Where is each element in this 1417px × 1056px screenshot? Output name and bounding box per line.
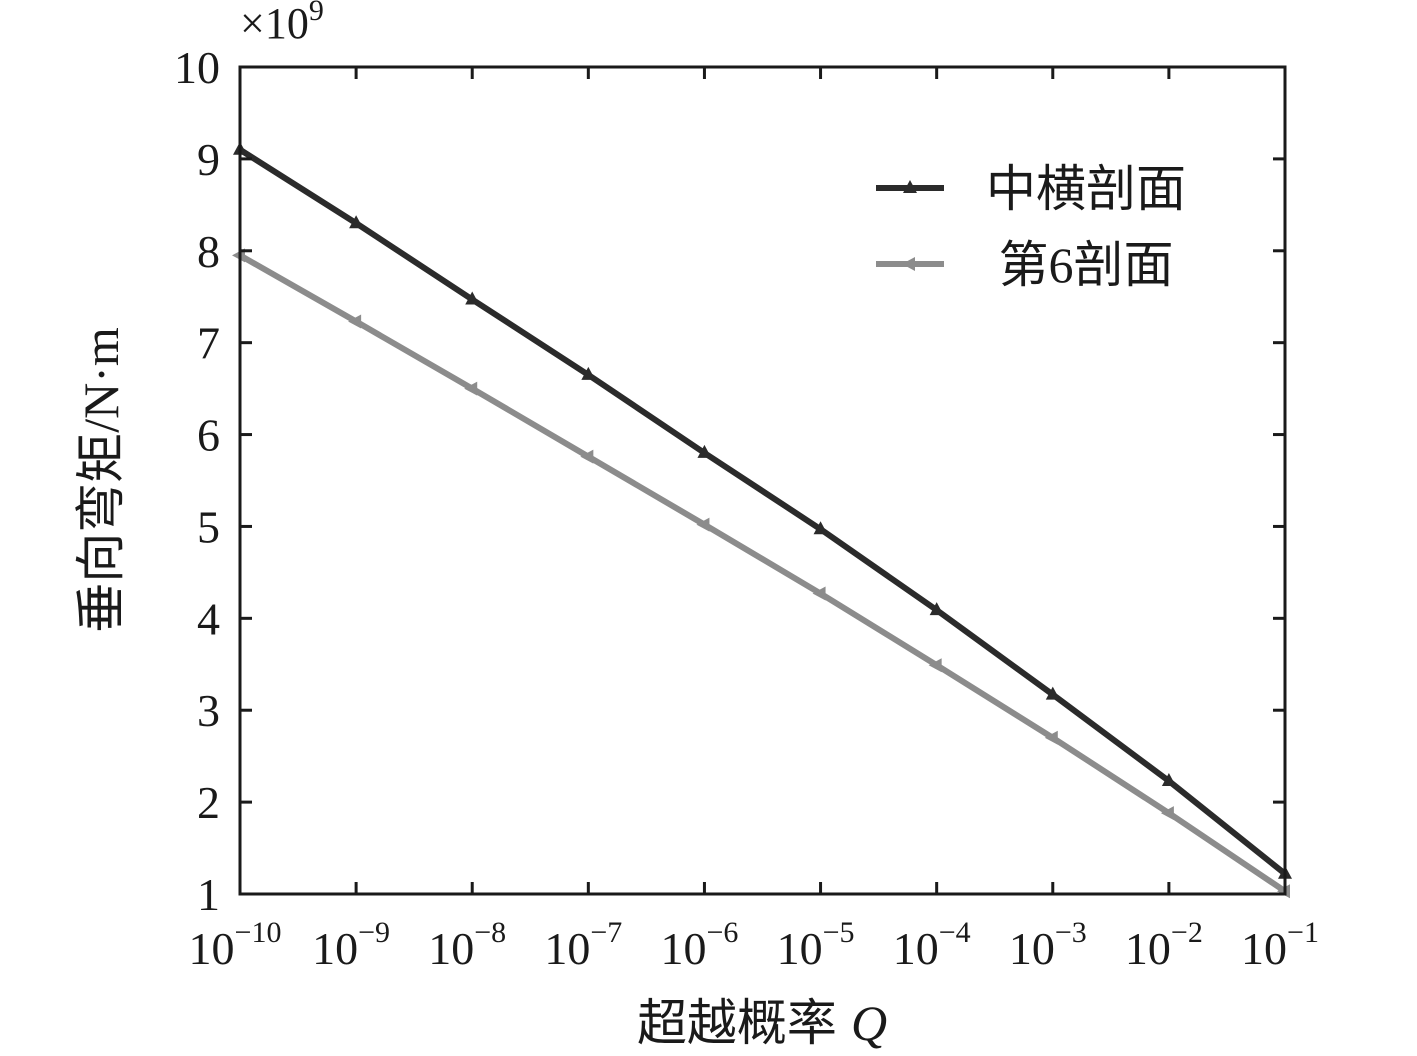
x-tick-label-exponent: −1 bbox=[1287, 916, 1319, 949]
y-tick-label: 3 bbox=[197, 685, 220, 736]
legend-marker-1 bbox=[902, 257, 915, 271]
x-tick-label-exponent: −6 bbox=[706, 916, 738, 949]
y-tick-label: 4 bbox=[197, 593, 220, 644]
data-point bbox=[696, 517, 710, 532]
x-tick-label-base: 10 bbox=[1009, 923, 1055, 974]
x-tick-label: 10−3 bbox=[1009, 916, 1087, 974]
x-tick-label-base: 10 bbox=[1125, 923, 1171, 974]
x-tick-label: 10−7 bbox=[544, 916, 622, 974]
x-tick-label-exponent: −9 bbox=[358, 916, 390, 949]
data-point bbox=[465, 291, 480, 305]
series-line-0 bbox=[238, 147, 1287, 877]
data-point bbox=[929, 602, 944, 616]
x-tick-label: 10−5 bbox=[777, 916, 855, 974]
x-tick-label: 10−2 bbox=[1125, 916, 1203, 974]
y-axis-title: 垂向弯矩/N·m bbox=[73, 327, 129, 633]
y-tick-label: 2 bbox=[197, 777, 220, 828]
x-tick-label-exponent: −8 bbox=[474, 916, 506, 949]
plot-frame bbox=[238, 65, 1287, 896]
data-point bbox=[581, 366, 596, 380]
x-axis-title-text: 超越概率 bbox=[637, 995, 837, 1051]
data-point bbox=[1160, 806, 1174, 821]
y-multiplier: ×109 bbox=[240, 0, 324, 48]
data-point bbox=[812, 586, 826, 601]
data-point bbox=[349, 215, 364, 229]
x-tick-label: 10−1 bbox=[1241, 916, 1319, 974]
y-tick-label: 9 bbox=[197, 134, 220, 185]
data-point bbox=[813, 521, 828, 535]
series-line-1 bbox=[238, 252, 1287, 894]
x-tick-label-base: 10 bbox=[893, 923, 939, 974]
legend-label-1: 第6剖面 bbox=[999, 237, 1174, 293]
data-point bbox=[464, 381, 478, 396]
data-point bbox=[697, 444, 712, 458]
x-tick-label: 10−6 bbox=[660, 916, 738, 974]
x-tick-label-base: 10 bbox=[189, 923, 235, 974]
axis-ticks bbox=[238, 65, 1287, 896]
x-tick-label-exponent: −5 bbox=[823, 916, 855, 949]
x-tick-label-exponent: −2 bbox=[1171, 916, 1203, 949]
y-tick-label: 1 bbox=[197, 869, 220, 920]
x-tick-label-base: 10 bbox=[544, 923, 590, 974]
y-tick-label: 8 bbox=[197, 226, 220, 277]
data-point bbox=[1044, 730, 1058, 745]
y-multiplier-exponent: 9 bbox=[309, 0, 324, 27]
data-point bbox=[928, 658, 942, 673]
x-tick-label-base: 10 bbox=[312, 923, 358, 974]
x-tick-label: 10−4 bbox=[893, 916, 971, 974]
y-tick-label: 5 bbox=[197, 501, 220, 552]
y-multiplier-base: ×10 bbox=[240, 0, 309, 48]
x-axis-title: 超越概率 Q bbox=[637, 995, 887, 1051]
x-tick-label-exponent: −4 bbox=[939, 916, 971, 949]
x-tick-label-exponent: −7 bbox=[590, 916, 622, 949]
data-point bbox=[348, 314, 362, 329]
x-tick-label-base: 10 bbox=[777, 923, 823, 974]
x-axis-symbol: Q bbox=[851, 995, 887, 1051]
data-point bbox=[580, 449, 594, 464]
x-tick-label: 10−8 bbox=[428, 916, 506, 974]
x-tick-label-base: 10 bbox=[1241, 923, 1287, 974]
x-tick-label-exponent: −3 bbox=[1055, 916, 1087, 949]
y-tick-label: 6 bbox=[197, 410, 220, 461]
x-tick-label: 10−10 bbox=[189, 916, 282, 974]
data-point bbox=[1161, 772, 1176, 786]
legend-marker-0 bbox=[903, 180, 917, 193]
legend-label-0: 中横剖面 bbox=[986, 161, 1186, 217]
series-1 bbox=[232, 248, 1290, 899]
x-tick-label-exponent: −10 bbox=[235, 916, 282, 949]
y-tick-label: 10 bbox=[174, 42, 220, 93]
data-point bbox=[1045, 686, 1060, 700]
y-tick-label: 7 bbox=[197, 318, 220, 369]
x-tick-label-base: 10 bbox=[428, 923, 474, 974]
x-tick-label-base: 10 bbox=[660, 923, 706, 974]
x-tick-label: 10−9 bbox=[312, 916, 390, 974]
